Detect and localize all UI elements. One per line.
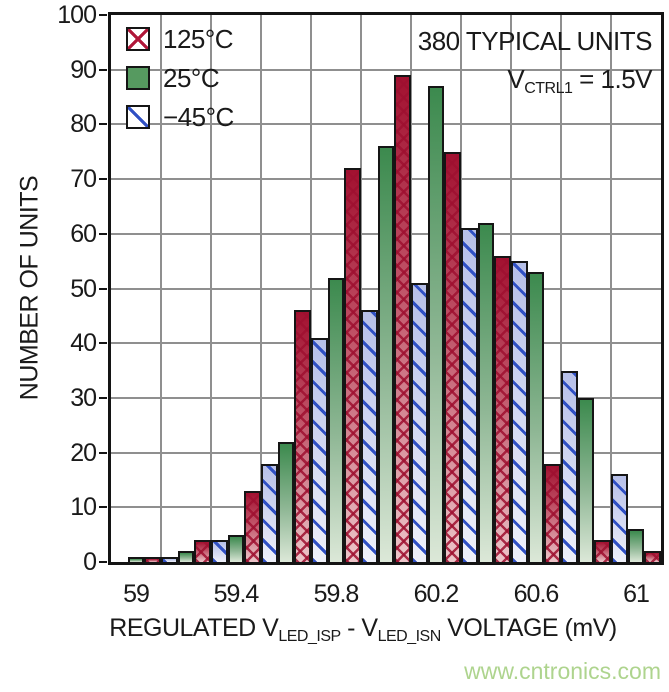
- y-tick: [99, 232, 107, 235]
- x-gridline: [260, 15, 262, 562]
- y-tick-label: 10: [70, 493, 97, 522]
- x-tick-label: 60.2: [413, 580, 460, 608]
- x-gridline: [310, 15, 312, 562]
- bar-−45C-bin-60.4: [461, 228, 478, 562]
- x-gridline: [360, 15, 362, 562]
- y-tick-label: 50: [70, 274, 97, 303]
- y-tick: [99, 178, 107, 181]
- bar-125C-bin-60.0: [394, 75, 411, 562]
- legend-label-25c: 25°C: [163, 62, 220, 93]
- legend-item-m45c: −45°C: [126, 102, 234, 132]
- bar-125C-bin-59.4: [244, 491, 261, 562]
- y-tick: [99, 68, 107, 71]
- vctrl-subscript: CTRL1: [524, 80, 573, 97]
- y-tick-label: 100: [57, 1, 97, 29]
- y-tick-label: 90: [70, 55, 97, 84]
- x-gridline: [210, 15, 212, 562]
- legend-item-125c: 125°C: [126, 24, 234, 54]
- bar-125C-bin-59.0: [144, 557, 161, 562]
- bar-−45C-bin-60.0: [361, 310, 378, 562]
- y-tick-label: 80: [70, 110, 97, 139]
- y-tick-label: 60: [70, 219, 97, 248]
- y-tick: [99, 123, 107, 126]
- bar-125C-bin-59.6: [294, 310, 311, 562]
- bar-125C-bin-60.6: [544, 464, 561, 562]
- y-tick-label: 70: [70, 165, 97, 194]
- x-axis-title: REGULATED VLED_ISP - VLED_ISN VOLTAGE (m…: [60, 614, 666, 645]
- legend-marker-125c-crosshatch-icon: [126, 27, 150, 51]
- x-gridline: [160, 15, 162, 562]
- bar-25C-bin-60.4: [478, 223, 494, 562]
- bar-−45C-bin-59.8: [311, 338, 328, 562]
- bar-−45C-bin-59.2: [161, 557, 178, 562]
- legend-marker-m45c-diagonal-icon: [126, 105, 150, 129]
- y-tick: [99, 287, 107, 290]
- bar-25C-bin-60.2: [428, 86, 444, 562]
- y-tick: [99, 342, 107, 345]
- watermark: www.cntronics.com: [464, 658, 661, 684]
- y-tick-label: 30: [70, 383, 97, 412]
- legend-label-m45c: −45°C: [163, 101, 234, 132]
- x-gridline: [560, 15, 562, 562]
- legend-label-125c: 125°C: [163, 23, 234, 54]
- x-title-sub1: LED_ISP: [278, 628, 341, 645]
- bar-125C-bin-60.2: [444, 152, 461, 562]
- x-tick-label: 59.4: [213, 580, 260, 608]
- plot-area: [108, 12, 664, 565]
- y-tick-label: 40: [70, 329, 97, 358]
- bar-−45C-bin-59.6: [261, 464, 278, 562]
- bar-125C-bin-60.8: [594, 540, 611, 562]
- bar-25C-bin-59.8: [328, 278, 344, 562]
- bar-−45C-bin-59.4: [211, 540, 228, 562]
- bar-25C-bin-59.0: [128, 557, 144, 562]
- x-title-part1: REGULATED V: [109, 614, 279, 642]
- y-tick: [99, 506, 107, 509]
- legend-marker-25c-solid-icon: [126, 66, 150, 90]
- x-gridline: [610, 15, 612, 562]
- bar-125C-bin-59.8: [344, 168, 361, 562]
- annotation-vctrl: VCTRL1 = 1.5V: [330, 64, 652, 97]
- y-gridline: [111, 123, 661, 126]
- x-tick-label: 61: [623, 580, 650, 608]
- bar-125C-bin-61.0: [644, 551, 661, 562]
- bar-25C-bin-61.0: [628, 529, 644, 562]
- bar-125C-bin-60.4: [494, 256, 511, 562]
- annotation-typical-units: 380 TYPICAL UNITS: [417, 26, 653, 56]
- bar-25C-bin-60.6: [528, 272, 544, 562]
- bar-25C-bin-60.8: [578, 398, 594, 562]
- y-gridline: [111, 68, 661, 71]
- x-tick-label: 60.6: [513, 580, 560, 608]
- bar-25C-bin-60.0: [378, 146, 394, 562]
- vctrl-value: = 1.5V: [572, 64, 652, 94]
- legend: 125°C 25°C −45°C: [126, 24, 234, 141]
- x-tick-label: 59: [123, 580, 150, 608]
- annotation-block: 380 TYPICAL UNITS VCTRL1 = 1.5V: [330, 26, 653, 97]
- bar-−45C-bin-61.0: [611, 474, 628, 562]
- legend-item-25c: 25°C: [126, 63, 234, 93]
- bar-−45C-bin-60.8: [561, 371, 578, 562]
- bar-25C-bin-59.4: [228, 535, 244, 562]
- bar-−45C-bin-60.2: [411, 283, 428, 562]
- y-tick: [99, 561, 107, 563]
- x-tick-label: 59.8: [313, 580, 360, 608]
- bar-125C-bin-59.2: [194, 540, 211, 562]
- y-tick: [99, 14, 107, 16]
- x-title-part2: - V: [340, 614, 378, 642]
- bar-−45C-bin-60.6: [511, 261, 528, 562]
- y-tick-label: 0: [83, 548, 97, 576]
- vctrl-symbol: V: [507, 64, 525, 94]
- y-tick: [99, 396, 107, 399]
- x-title-part3: VOLTAGE (mV): [440, 614, 617, 642]
- bar-25C-bin-59.2: [178, 551, 194, 562]
- bar-25C-bin-59.6: [278, 442, 294, 562]
- y-tick: [99, 451, 107, 454]
- y-tick-label: 20: [70, 438, 97, 467]
- x-title-sub2: LED_ISN: [377, 628, 442, 645]
